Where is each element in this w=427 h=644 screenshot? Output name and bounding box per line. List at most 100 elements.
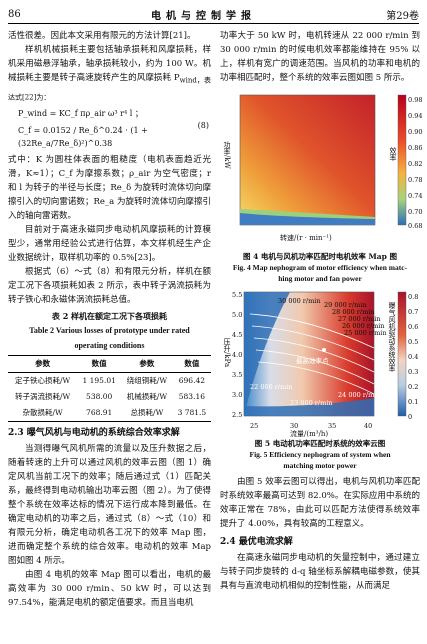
journal-title: 电机与控制学报 bbox=[151, 10, 256, 22]
fig4-cbar-tick: 0.74 bbox=[408, 192, 423, 200]
table-caption-en-2: operating conditions bbox=[74, 341, 145, 351]
fig5-x-tick: 30 bbox=[290, 422, 299, 430]
fig5-y-tick: 3.5 bbox=[232, 371, 243, 379]
table-cell: 696.42 bbox=[178, 376, 206, 386]
fig5-y-tick: 5.0 bbox=[232, 311, 243, 319]
fig4-cbar-tick: 0.68 bbox=[408, 222, 423, 230]
fig5-speed-label: 23 000 r/min bbox=[290, 399, 333, 407]
fig5-speed-label: 28 000 r/min bbox=[332, 308, 375, 316]
table-cell: 总损耗/W bbox=[130, 408, 164, 418]
fig5-y-tick: 2.5 bbox=[232, 411, 243, 419]
volume-label: 第29卷 bbox=[386, 10, 419, 22]
paragraph: 功率大于 50 kW 时，电机转速从 22 000 r/min 到 30 000… bbox=[220, 31, 420, 83]
fig4-caption-cn: 图 4 电机与风机功率匹配时电机效率 Map 图 bbox=[242, 252, 398, 261]
figure-5: 压升/kPa bbox=[220, 288, 420, 438]
fig5-x-tick: 40 bbox=[364, 422, 373, 430]
table-cell: 定子铁心损耗/W bbox=[15, 376, 71, 386]
fig5-speed-label: 24 000 r/min bbox=[338, 391, 381, 399]
table-header: 数值 bbox=[91, 359, 107, 369]
fig4-cbar-tick: 0.78 bbox=[408, 176, 423, 184]
fig5-y-label: 压升/kPa bbox=[223, 338, 231, 368]
fig4-caption-en: Fig. 4 Map nephogram of motor efficiency… bbox=[232, 263, 408, 272]
paragraph: 式中：K 为圆柱体表面的粗糙度（电机表面趋近光滑，K≈1）；C_f 为摩擦系数；… bbox=[8, 155, 211, 222]
fig5-speed-label: 29 000 r/min bbox=[324, 301, 367, 309]
equation-number: (8) bbox=[197, 121, 209, 131]
fig5-cbar-tick: 0.2 bbox=[408, 383, 419, 391]
fig5-speed-label: 27 000 r/min bbox=[338, 315, 381, 323]
fig5-max-efficiency-point bbox=[322, 348, 326, 352]
fig4-caption-en-2: hing motor and fan power bbox=[278, 274, 362, 283]
fig5-x-tick: 35 bbox=[328, 422, 337, 430]
fig5-heatmap bbox=[243, 291, 407, 417]
fig5-cbar-tick: 0.6 bbox=[408, 323, 419, 331]
table-cell: 杂散损耗/W bbox=[22, 408, 63, 418]
fig5-speed-label: 26 000 r/min bbox=[342, 322, 385, 330]
fig4-cbar-label: 效率 bbox=[389, 147, 397, 161]
fig5-speed-label: 30 000 r/min bbox=[278, 297, 321, 305]
table-cell: 1 195.01 bbox=[82, 376, 116, 386]
fig5-speed-label: 22 000 r/min bbox=[250, 383, 293, 391]
fig4-x-label: 转速/(r · min⁻¹) bbox=[280, 234, 332, 242]
fig4-cbar-tick: 0.90 bbox=[408, 128, 423, 136]
fig5-cbar-tick: 0.7 bbox=[408, 308, 419, 316]
fig5-cbar-label: 曝气风机驱动系统效率 bbox=[388, 302, 396, 372]
fig5-cbar-tick: 0 bbox=[408, 413, 413, 421]
table-cell: 转子涡流损耗/W bbox=[15, 392, 71, 402]
fig5-caption-en: Fig. 5 Efficiency nephogram of system wh… bbox=[249, 450, 391, 459]
fig5-x-tick: 25 bbox=[250, 422, 259, 430]
table-cell: 538.00 bbox=[86, 392, 113, 402]
paragraph: 根据式（6）～式（8）和有限元分析，样机在额定工况下各项损耗如表 2 所示，表中… bbox=[8, 267, 211, 306]
fig5-blue-region bbox=[244, 398, 374, 416]
paragraph: 由图 4 电机的效率 Map 图可以看出，电机的最高效率为 30 000 r/m… bbox=[8, 570, 211, 609]
table-caption-en: Table 2 Various losses of prototype unde… bbox=[29, 326, 190, 336]
fig5-y-tick: 3.0 bbox=[232, 391, 243, 399]
fig5-speed-curves bbox=[249, 313, 375, 395]
table-header: 参数 bbox=[139, 359, 155, 369]
fig5-cbar-tick: 0.1 bbox=[408, 398, 419, 406]
section-heading: 2.3 曝气风机与电动机的系统综合效率求解 bbox=[8, 428, 180, 439]
page-number: 86 bbox=[8, 8, 21, 20]
fig4-cbar-tick: 0.70 bbox=[408, 208, 423, 216]
fig4-cbar-tick: 0.98 bbox=[408, 96, 423, 104]
fig5-y-tick: 5.5 bbox=[232, 291, 243, 299]
table-header: 参数 bbox=[35, 359, 51, 369]
paragraph: 目前对于高速永磁同步电动机风摩损耗的计算模型少，通常用经验公式进行估算，本文样机… bbox=[8, 225, 211, 264]
table-row: 转子涡流损耗/W 538.00 机械损耗/W 583.16 bbox=[8, 389, 211, 405]
fig5-point-label: 最高效率点 bbox=[296, 357, 329, 365]
table-cell: 绕组铜耗/W bbox=[126, 376, 168, 386]
fig4-y-label: 功率/kW bbox=[223, 141, 231, 169]
fig5-caption-cn: 图 5 电动机功率匹配时系统的效率云图 bbox=[254, 439, 386, 448]
table-row: 定子铁心损耗/W 1 195.01 绕组铜耗/W 696.42 bbox=[8, 373, 211, 390]
table-cell: 583.16 bbox=[178, 392, 206, 402]
header-rule bbox=[8, 23, 419, 24]
fig5-blue-region bbox=[244, 292, 290, 416]
fig4-mid-efficiency-band bbox=[240, 209, 375, 219]
fig5-colorbar bbox=[397, 291, 407, 417]
paragraph: 当测得曝气风机所需的流量以及压升数据之后，随着转速的上升可以通过风机的效率云图（… bbox=[8, 444, 211, 567]
fig5-x-label: 流量/(m³/h) bbox=[290, 430, 329, 438]
paragraph: 在高速永磁同步电动机的矢量控制中，通过建立与转子同步旋转的 d-q 轴坐标系解耦… bbox=[220, 553, 420, 591]
fig5-cbar-tick: 0.5 bbox=[408, 338, 419, 346]
fig5-cbar-tick: 0.4 bbox=[408, 353, 419, 361]
fig4-plot-area bbox=[239, 94, 376, 226]
table-cell: 768.91 bbox=[86, 408, 113, 418]
figure-4: 功率/kW bbox=[220, 91, 423, 251]
fig5-y-tick: 4.5 bbox=[232, 331, 243, 339]
left-column: 活性很差。因此本文采用有限元的方法计算[21]。 样机机械损耗主要包括轴承损耗和… bbox=[8, 29, 211, 610]
paragraph: 活性很差。因此本文采用有限元的方法计算[21]。 bbox=[8, 31, 196, 41]
fig4-cbar-tick: 0.86 bbox=[408, 144, 423, 152]
fig4-cbar-tick: 0.82 bbox=[408, 160, 423, 168]
formula-line: C_f = 0.0152 / Re_δ^0.24 · (1 + (32Re_a/… bbox=[18, 126, 148, 149]
loss-table: 参数 数值 参数 数值 定子铁心损耗/W 1 195.01 绕组铜耗/W 696… bbox=[8, 355, 211, 422]
page-header: 86 电机与控制学报 第29卷 bbox=[8, 6, 419, 22]
equation-8: P_wind = KC_f πρ_air ω³ r⁴ l ； C_f = 0.0… bbox=[18, 107, 211, 150]
fig5-speed-label: 25 000 r/min bbox=[344, 329, 387, 337]
fig5-cbar-tick: 0.3 bbox=[408, 368, 419, 376]
section-heading: 2.4 最优电流求解 bbox=[220, 537, 293, 547]
table-row: 杂散损耗/W 768.91 总损耗/W 3 781.5 bbox=[8, 405, 211, 422]
fig4-colorbar bbox=[397, 94, 407, 226]
paragraph: 由图 5 效率云图可以得出，电机与风机功率匹配时系统效率最高可达到 82.0%。… bbox=[220, 477, 420, 529]
fig5-cbar-tick: 0.8 bbox=[408, 293, 419, 301]
right-column: 功率大于 50 kW 时，电机转速从 22 000 r/min 到 30 000… bbox=[220, 29, 423, 593]
